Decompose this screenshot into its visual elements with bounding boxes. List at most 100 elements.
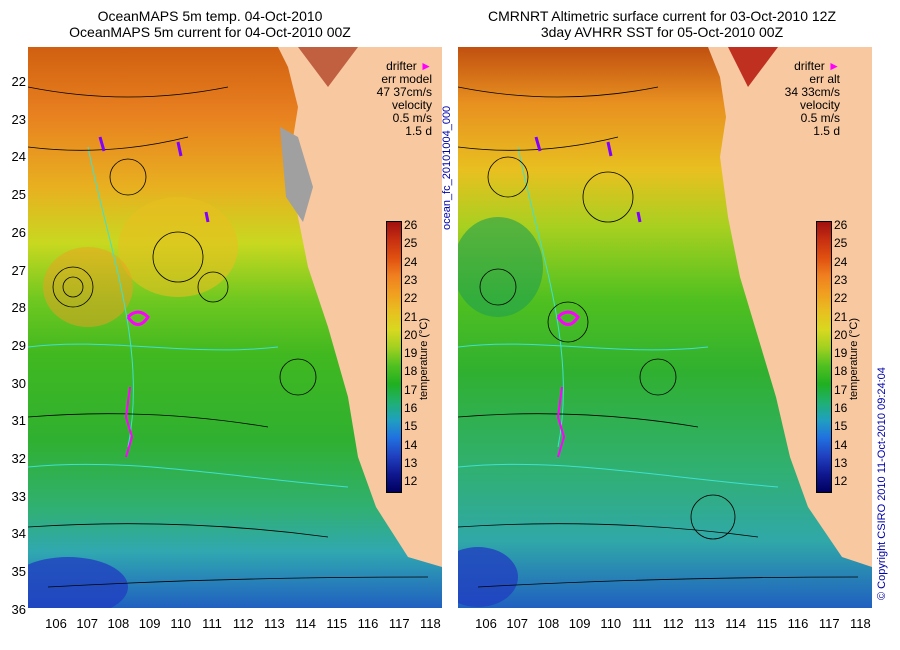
lon-tick: 117	[388, 616, 410, 631]
right-drifter-label: drifter	[794, 59, 825, 73]
left-velocity-scale: 0.5 m/s	[392, 111, 432, 125]
right-title: CMRNRT Altimetric surface current for 03…	[452, 8, 872, 40]
lon-tick: 117	[818, 616, 840, 631]
colorbar-tick: 24	[404, 254, 418, 269]
left-title-line1: OceanMAPS 5m temp. 04-Oct-2010	[97, 8, 323, 24]
colorbar-tick: 14	[404, 437, 418, 452]
colorbar-tick: 18	[404, 364, 418, 379]
lon-tick: 114	[295, 616, 316, 631]
lon-tick: 112	[232, 616, 254, 631]
left-colorbar	[386, 221, 402, 493]
lat-tick: 23	[11, 111, 26, 127]
colorbar-tick: 19	[834, 346, 848, 361]
lat-tick: 27	[11, 262, 26, 278]
lon-tick: 109	[568, 616, 591, 631]
colorbar-tick: 12	[834, 474, 848, 489]
left-legend: drifter ► err model 47 37cm/s velocity 0…	[350, 60, 432, 138]
colorbar-tick: 25	[834, 236, 848, 251]
lon-tick: 107	[506, 616, 529, 631]
lon-tick: 110	[170, 616, 192, 631]
lat-tick: 29	[11, 337, 26, 353]
left-map	[28, 47, 442, 608]
lat-tick: 36	[11, 601, 26, 617]
left-lon-axis: 106 107 108 109 110 111 112 113 114 115 116 117 118	[28, 616, 442, 636]
colorbar-tick: 26	[404, 218, 418, 232]
left-lat-axis: 22 23 24 25 26 27 28 29 30 31 32 33 34 35 36	[2, 47, 28, 617]
left-err-label: err model	[381, 72, 432, 86]
lat-tick: 34	[11, 526, 26, 542]
right-velocity-days: 1.5 d	[813, 124, 840, 138]
right-colorbar	[816, 221, 832, 493]
colorbar-tick: 25	[404, 236, 418, 251]
left-velocity-days: 1.5 d	[405, 124, 432, 138]
lon-tick: 116	[357, 616, 379, 631]
lon-tick: 110	[600, 616, 622, 631]
right-title-line2: 3day AVHRR SST for 05-Oct-2010 00Z	[540, 24, 784, 40]
lon-tick: 113	[264, 616, 285, 631]
colorbar-tick: 15	[404, 419, 418, 434]
lon-tick: 107	[76, 616, 99, 631]
colorbar-tick: 20	[834, 327, 848, 342]
colorbar-tick: 19	[404, 346, 418, 361]
drifter-arrow-icon: ►	[420, 59, 432, 73]
colorbar-tick: 15	[834, 419, 848, 434]
lon-tick: 114	[725, 616, 746, 631]
right-legend: drifter ► err alt 34 33cm/s velocity 0.5…	[758, 60, 840, 138]
right-velocity-scale: 0.5 m/s	[800, 111, 840, 125]
colorbar-tick: 13	[404, 455, 418, 470]
left-err-value: 47 37cm/s	[376, 85, 432, 99]
colorbar-tick: 21	[834, 309, 848, 324]
left-title-line2: OceanMAPS 5m current for 04-Oct-2010 00Z	[69, 24, 351, 40]
lon-tick: 106	[475, 616, 497, 631]
lon-tick: 118	[420, 616, 441, 631]
colorbar-tick: 20	[404, 327, 418, 342]
colorbar-tick: 13	[834, 455, 848, 470]
left-colorbar-label: temperature (°C)	[418, 317, 430, 400]
colorbar-tick: 23	[834, 272, 848, 287]
left-title: OceanMAPS 5m temp. 04-Oct-2010 OceanMAPS…	[0, 8, 420, 40]
colorbar-tick: 23	[404, 272, 418, 287]
copyright-label: © Copyright CSIRO 2010 11-Oct-2010 09:24…	[876, 367, 888, 600]
right-title-line1: CMRNRT Altimetric surface current for 03…	[487, 8, 837, 24]
colorbar-tick: 14	[834, 437, 848, 452]
lat-tick: 28	[11, 300, 26, 316]
lat-tick: 31	[11, 413, 26, 429]
colorbar-tick: 22	[834, 291, 848, 306]
colorbar-tick: 12	[404, 474, 418, 489]
right-colorbar-label: temperature (°C)	[848, 317, 860, 400]
lat-tick: 24	[11, 149, 26, 165]
lon-tick: 111	[632, 616, 652, 631]
lat-tick: 35	[11, 564, 26, 580]
lon-tick: 111	[202, 616, 222, 631]
colorbar-tick: 17	[834, 382, 848, 397]
colorbar-tick: 22	[404, 291, 418, 306]
lat-tick: 30	[11, 375, 26, 391]
colorbar-tick: 24	[834, 254, 848, 269]
lat-tick: 26	[11, 224, 26, 240]
lat-tick: 33	[11, 488, 26, 504]
lon-tick: 106	[45, 616, 67, 631]
colorbar-tick: 16	[404, 401, 418, 415]
lat-tick: 25	[11, 187, 26, 203]
colorbar-tick: 26	[834, 218, 848, 232]
colorbar-tick: 18	[834, 364, 848, 379]
lat-tick: 22	[11, 74, 26, 89]
lon-tick: 112	[662, 616, 684, 631]
colorbar-tick: 16	[834, 401, 848, 415]
left-velocity-label: velocity	[391, 98, 432, 112]
lon-tick: 113	[694, 616, 715, 631]
lat-tick: 32	[11, 451, 26, 466]
right-velocity-label: velocity	[799, 98, 840, 112]
lon-tick: 109	[138, 616, 161, 631]
left-drifter-label: drifter	[386, 59, 417, 73]
lon-tick: 108	[107, 616, 130, 631]
lon-tick: 115	[326, 616, 348, 631]
lon-tick: 115	[756, 616, 778, 631]
drifter-arrow-icon: ►	[828, 59, 840, 73]
right-err-value: 34 33cm/s	[784, 85, 840, 99]
lon-tick: 116	[787, 616, 809, 631]
colorbar-tick: 21	[404, 309, 418, 324]
lon-tick: 118	[850, 616, 871, 631]
colorbar-tick: 17	[404, 382, 418, 397]
forecast-id-label: ocean_fc_20101004_000	[441, 105, 453, 230]
